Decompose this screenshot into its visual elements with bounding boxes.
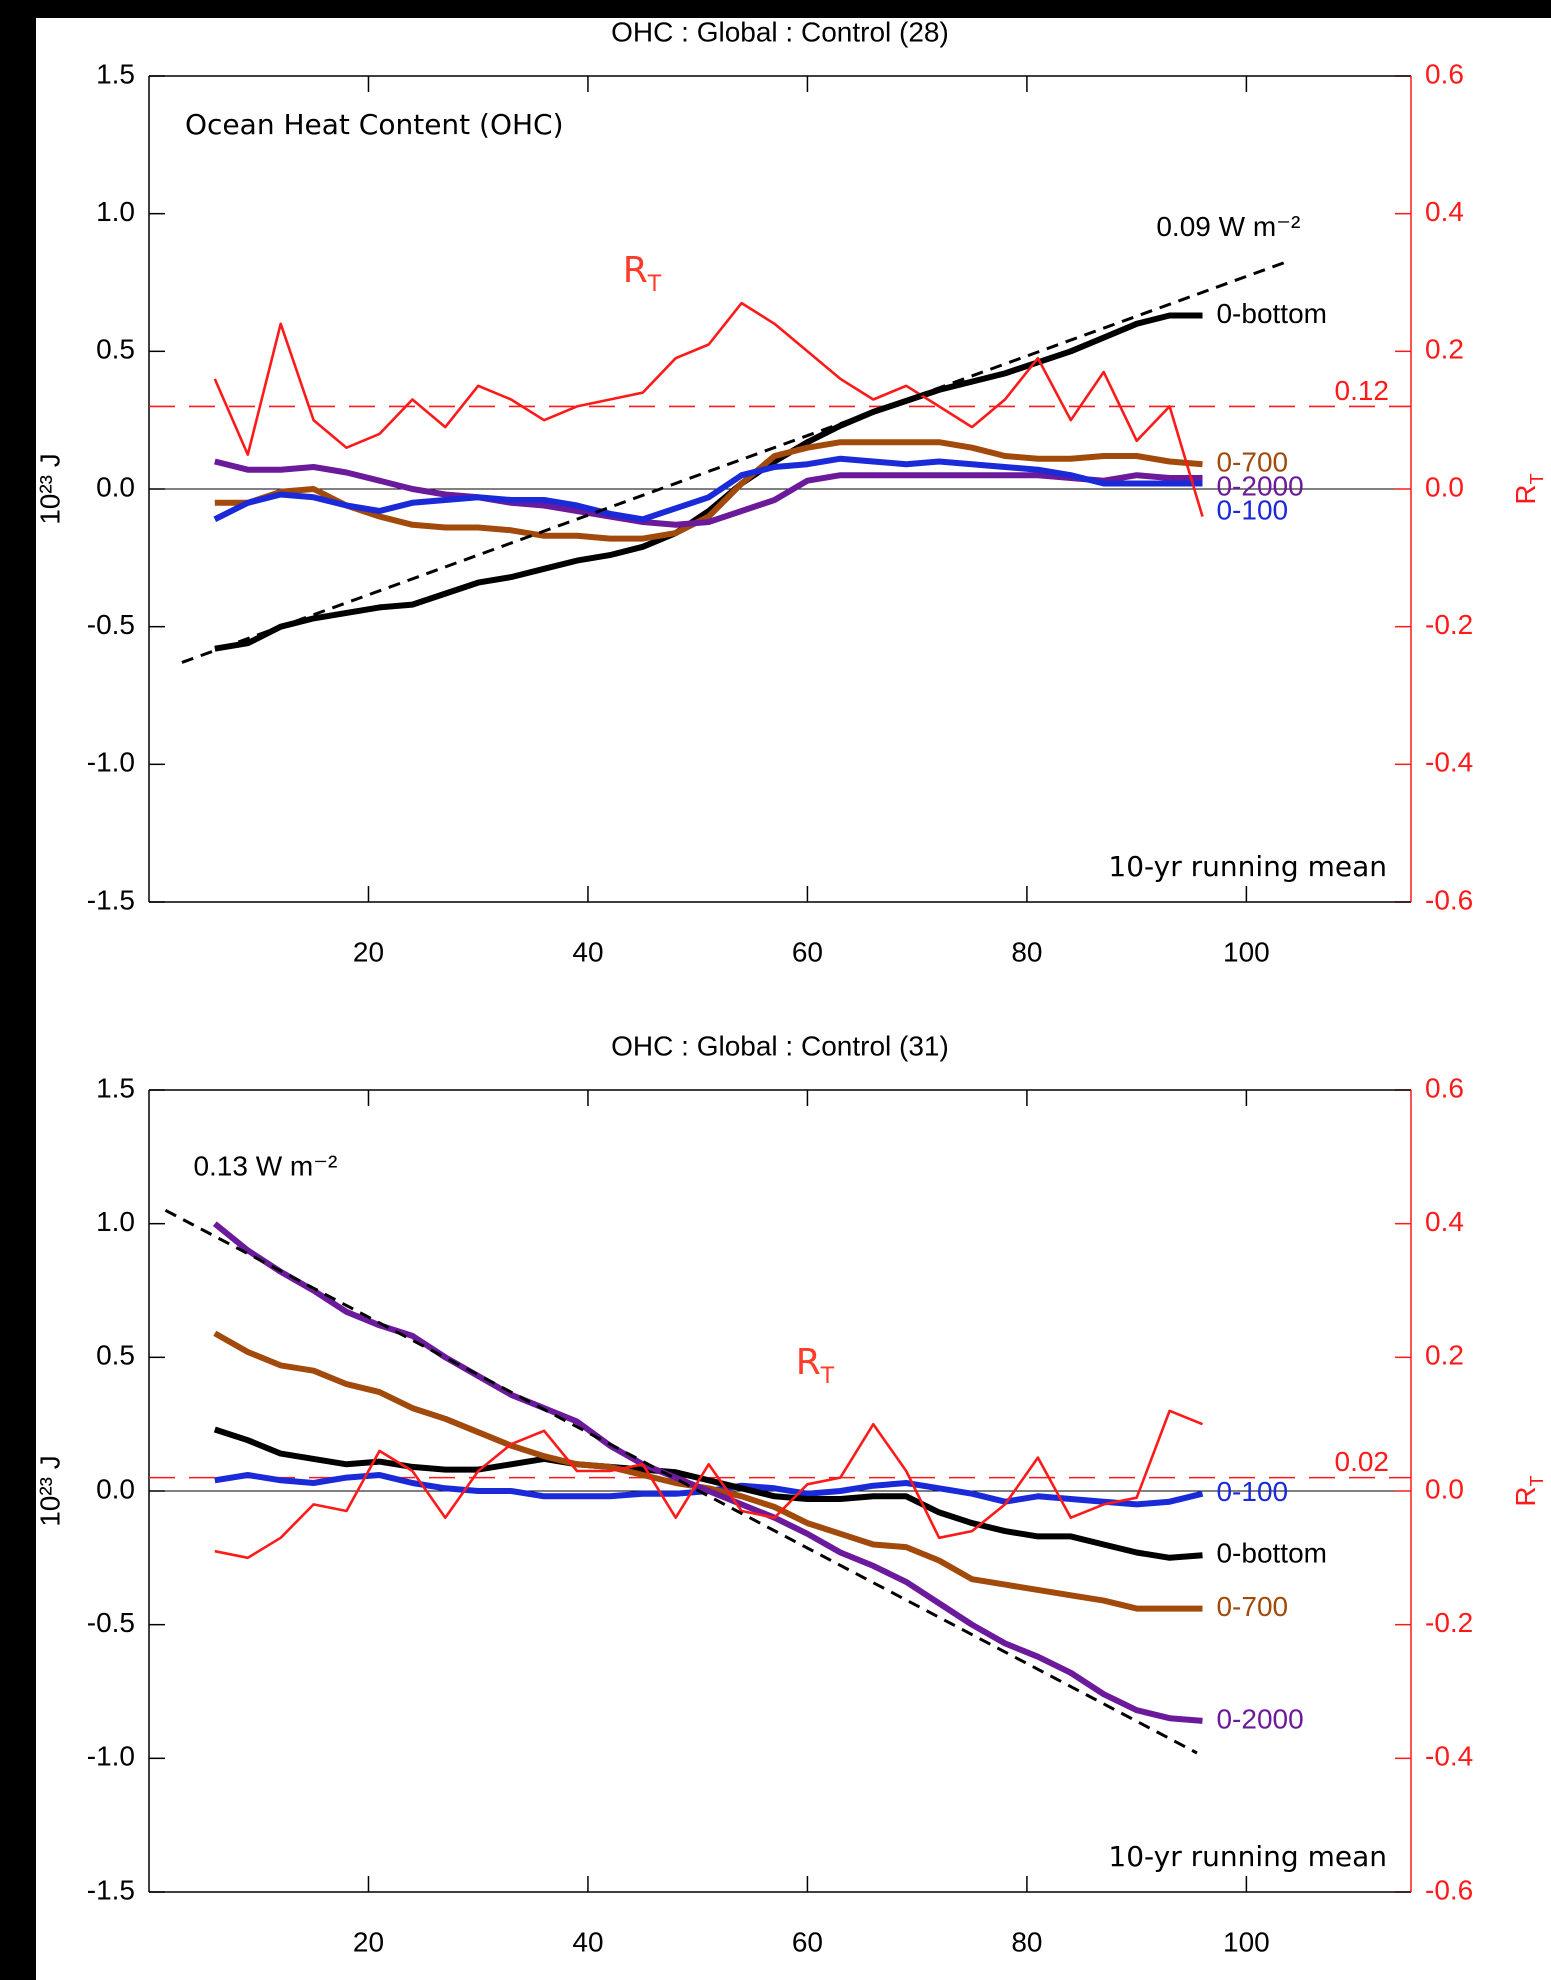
y2-tick-label: 0.4 [1425,196,1464,227]
y-tick-label: 1.5 [96,1072,135,1103]
annotation: Ocean Heat Content (OHC) [185,108,564,141]
y-tick-label: -0.5 [87,1607,135,1638]
x-tick-label: 60 [792,936,823,967]
y-tick-label: -1.0 [87,747,135,778]
y-tick-label: 0.5 [96,1340,135,1371]
y-axis-title: 10²³ J [34,1455,65,1527]
y2-axis-title-sub: T [1527,473,1547,484]
y2-tick-label: -0.4 [1425,1741,1473,1772]
y2-axis-title-base: R [1510,1486,1541,1506]
x-tick-label: 60 [792,1926,823,1957]
y-tick-label: -1.5 [87,884,135,915]
x-tick-label: 100 [1223,936,1270,967]
rt-label-sub: T [647,272,662,297]
y-tick-label: 1.0 [96,196,135,227]
series-label: 0-100 [1216,495,1288,526]
mean-label: 0.02 [1335,1446,1390,1477]
series-label: 0-bottom [1216,298,1327,329]
y2-tick-label: 0.0 [1425,1473,1464,1504]
y-tick-label: 1.0 [96,1206,135,1237]
x-tick-label: 100 [1223,1926,1270,1957]
y2-tick-label: 0.4 [1425,1206,1464,1237]
y2-axis-title-sub: T [1527,1475,1547,1486]
mean-label: 0.12 [1335,375,1390,406]
page: OHC : Global : Control (28) 1.5 1.0 0.5 0.0 -… [0,0,1551,1980]
series-label: 0-bottom [1216,1538,1327,1569]
y2-tick-label: -0.6 [1425,1874,1473,1905]
trend-label: 0.09 W m⁻² [1156,211,1300,242]
y2-tick-label: -0.4 [1425,747,1473,778]
y-axis-title: 10²³ J [34,453,65,525]
x-tick-label: 80 [1011,936,1042,967]
y-tick-label: -1.0 [87,1741,135,1772]
y2-tick-label: 0.2 [1425,334,1464,365]
x-tick-label: 80 [1011,1926,1042,1957]
figure: OHC : Global : Control (28) 1.5 1.0 0.5 0.0 -… [0,0,1551,1980]
y-tick-label: 0.0 [96,471,135,502]
y2-tick-label: 0.0 [1425,471,1464,502]
y-tick-label: -1.5 [87,1874,135,1905]
chart-title: OHC : Global : Control (28) [611,16,949,47]
y2-tick-label: -0.2 [1425,1607,1473,1638]
series-label: 0-2000 [1216,1703,1303,1734]
y2-tick-label: 0.6 [1425,58,1464,89]
chart-title: OHC : Global : Control (31) [611,1030,949,1061]
rt-label-base: R [623,250,648,291]
y2-tick-label: 0.6 [1425,1072,1464,1103]
y2-tick-label: -0.6 [1425,884,1473,915]
y2-tick-label: -0.2 [1425,609,1473,640]
x-tick-label: 40 [572,1926,603,1957]
rt-label-sub: T [820,1364,835,1389]
running-mean-note: 10-yr running mean [1108,1840,1387,1873]
trend-label: 0.13 W m⁻² [193,1151,337,1182]
running-mean-note: 10-yr running mean [1108,850,1387,883]
rt-label-base: R [796,1342,821,1383]
x-tick-label: 20 [353,936,384,967]
y2-axis-title-base: R [1510,484,1541,504]
series-label: 0-700 [1216,1591,1288,1622]
series-label: 0-100 [1216,1476,1288,1507]
y-tick-label: 1.5 [96,58,135,89]
x-tick-label: 20 [353,1926,384,1957]
y2-tick-label: 0.2 [1425,1340,1464,1371]
y-tick-label: 0.0 [96,1473,135,1504]
x-tick-label: 40 [572,936,603,967]
y-tick-label: 0.5 [96,334,135,365]
y-tick-label: -0.5 [87,609,135,640]
